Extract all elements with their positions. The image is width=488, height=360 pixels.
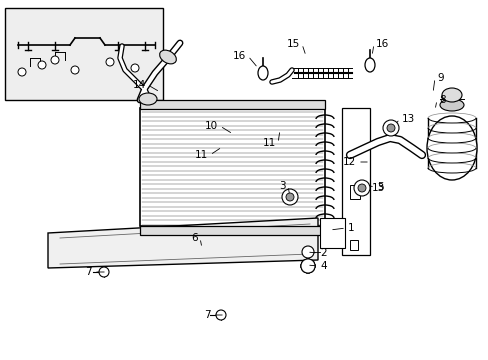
Text: 3: 3 [279, 181, 285, 191]
Ellipse shape [51, 56, 59, 64]
Text: 15: 15 [286, 39, 299, 49]
Text: 10: 10 [204, 121, 218, 131]
Text: 16: 16 [375, 39, 388, 49]
Text: 13: 13 [401, 114, 414, 124]
Bar [140, 108, 325, 226]
Text: 6: 6 [191, 233, 198, 243]
Ellipse shape [357, 184, 365, 192]
Ellipse shape [99, 267, 109, 277]
Bar [319, 218, 345, 248]
Polygon shape [341, 108, 369, 255]
Ellipse shape [301, 259, 314, 273]
Ellipse shape [353, 180, 369, 196]
Text: 11: 11 [194, 150, 207, 160]
Text: 14: 14 [132, 80, 146, 90]
Text: 5: 5 [376, 182, 383, 192]
Ellipse shape [159, 50, 176, 64]
Text: 12: 12 [342, 157, 355, 167]
Ellipse shape [131, 64, 139, 72]
Ellipse shape [301, 259, 314, 273]
Text: 8: 8 [438, 95, 445, 105]
Ellipse shape [139, 93, 157, 105]
Ellipse shape [258, 66, 267, 80]
Ellipse shape [439, 99, 463, 111]
Bar [140, 226, 325, 235]
Ellipse shape [282, 189, 297, 205]
Ellipse shape [301, 259, 314, 273]
Ellipse shape [106, 58, 114, 66]
Ellipse shape [386, 124, 394, 132]
Ellipse shape [301, 259, 314, 273]
Text: 1: 1 [347, 223, 354, 233]
Text: 4: 4 [319, 261, 326, 271]
Ellipse shape [285, 193, 293, 201]
Polygon shape [48, 218, 317, 268]
Ellipse shape [441, 88, 461, 102]
Bar [5, 8, 163, 100]
Text: 2: 2 [319, 248, 326, 258]
Ellipse shape [38, 61, 46, 69]
Ellipse shape [71, 66, 79, 74]
Text: 9: 9 [436, 73, 443, 83]
Text: 11: 11 [262, 138, 275, 148]
Bar [140, 100, 325, 109]
Text: 7: 7 [85, 267, 92, 277]
Ellipse shape [18, 68, 26, 76]
Ellipse shape [302, 246, 313, 258]
Ellipse shape [364, 58, 374, 72]
Text: 13: 13 [371, 183, 385, 193]
Ellipse shape [426, 116, 476, 180]
Bar [349, 240, 357, 250]
Ellipse shape [216, 310, 225, 320]
Text: 16: 16 [232, 51, 245, 61]
Text: 7: 7 [204, 310, 210, 320]
Bar [349, 185, 359, 199]
Ellipse shape [382, 120, 398, 136]
